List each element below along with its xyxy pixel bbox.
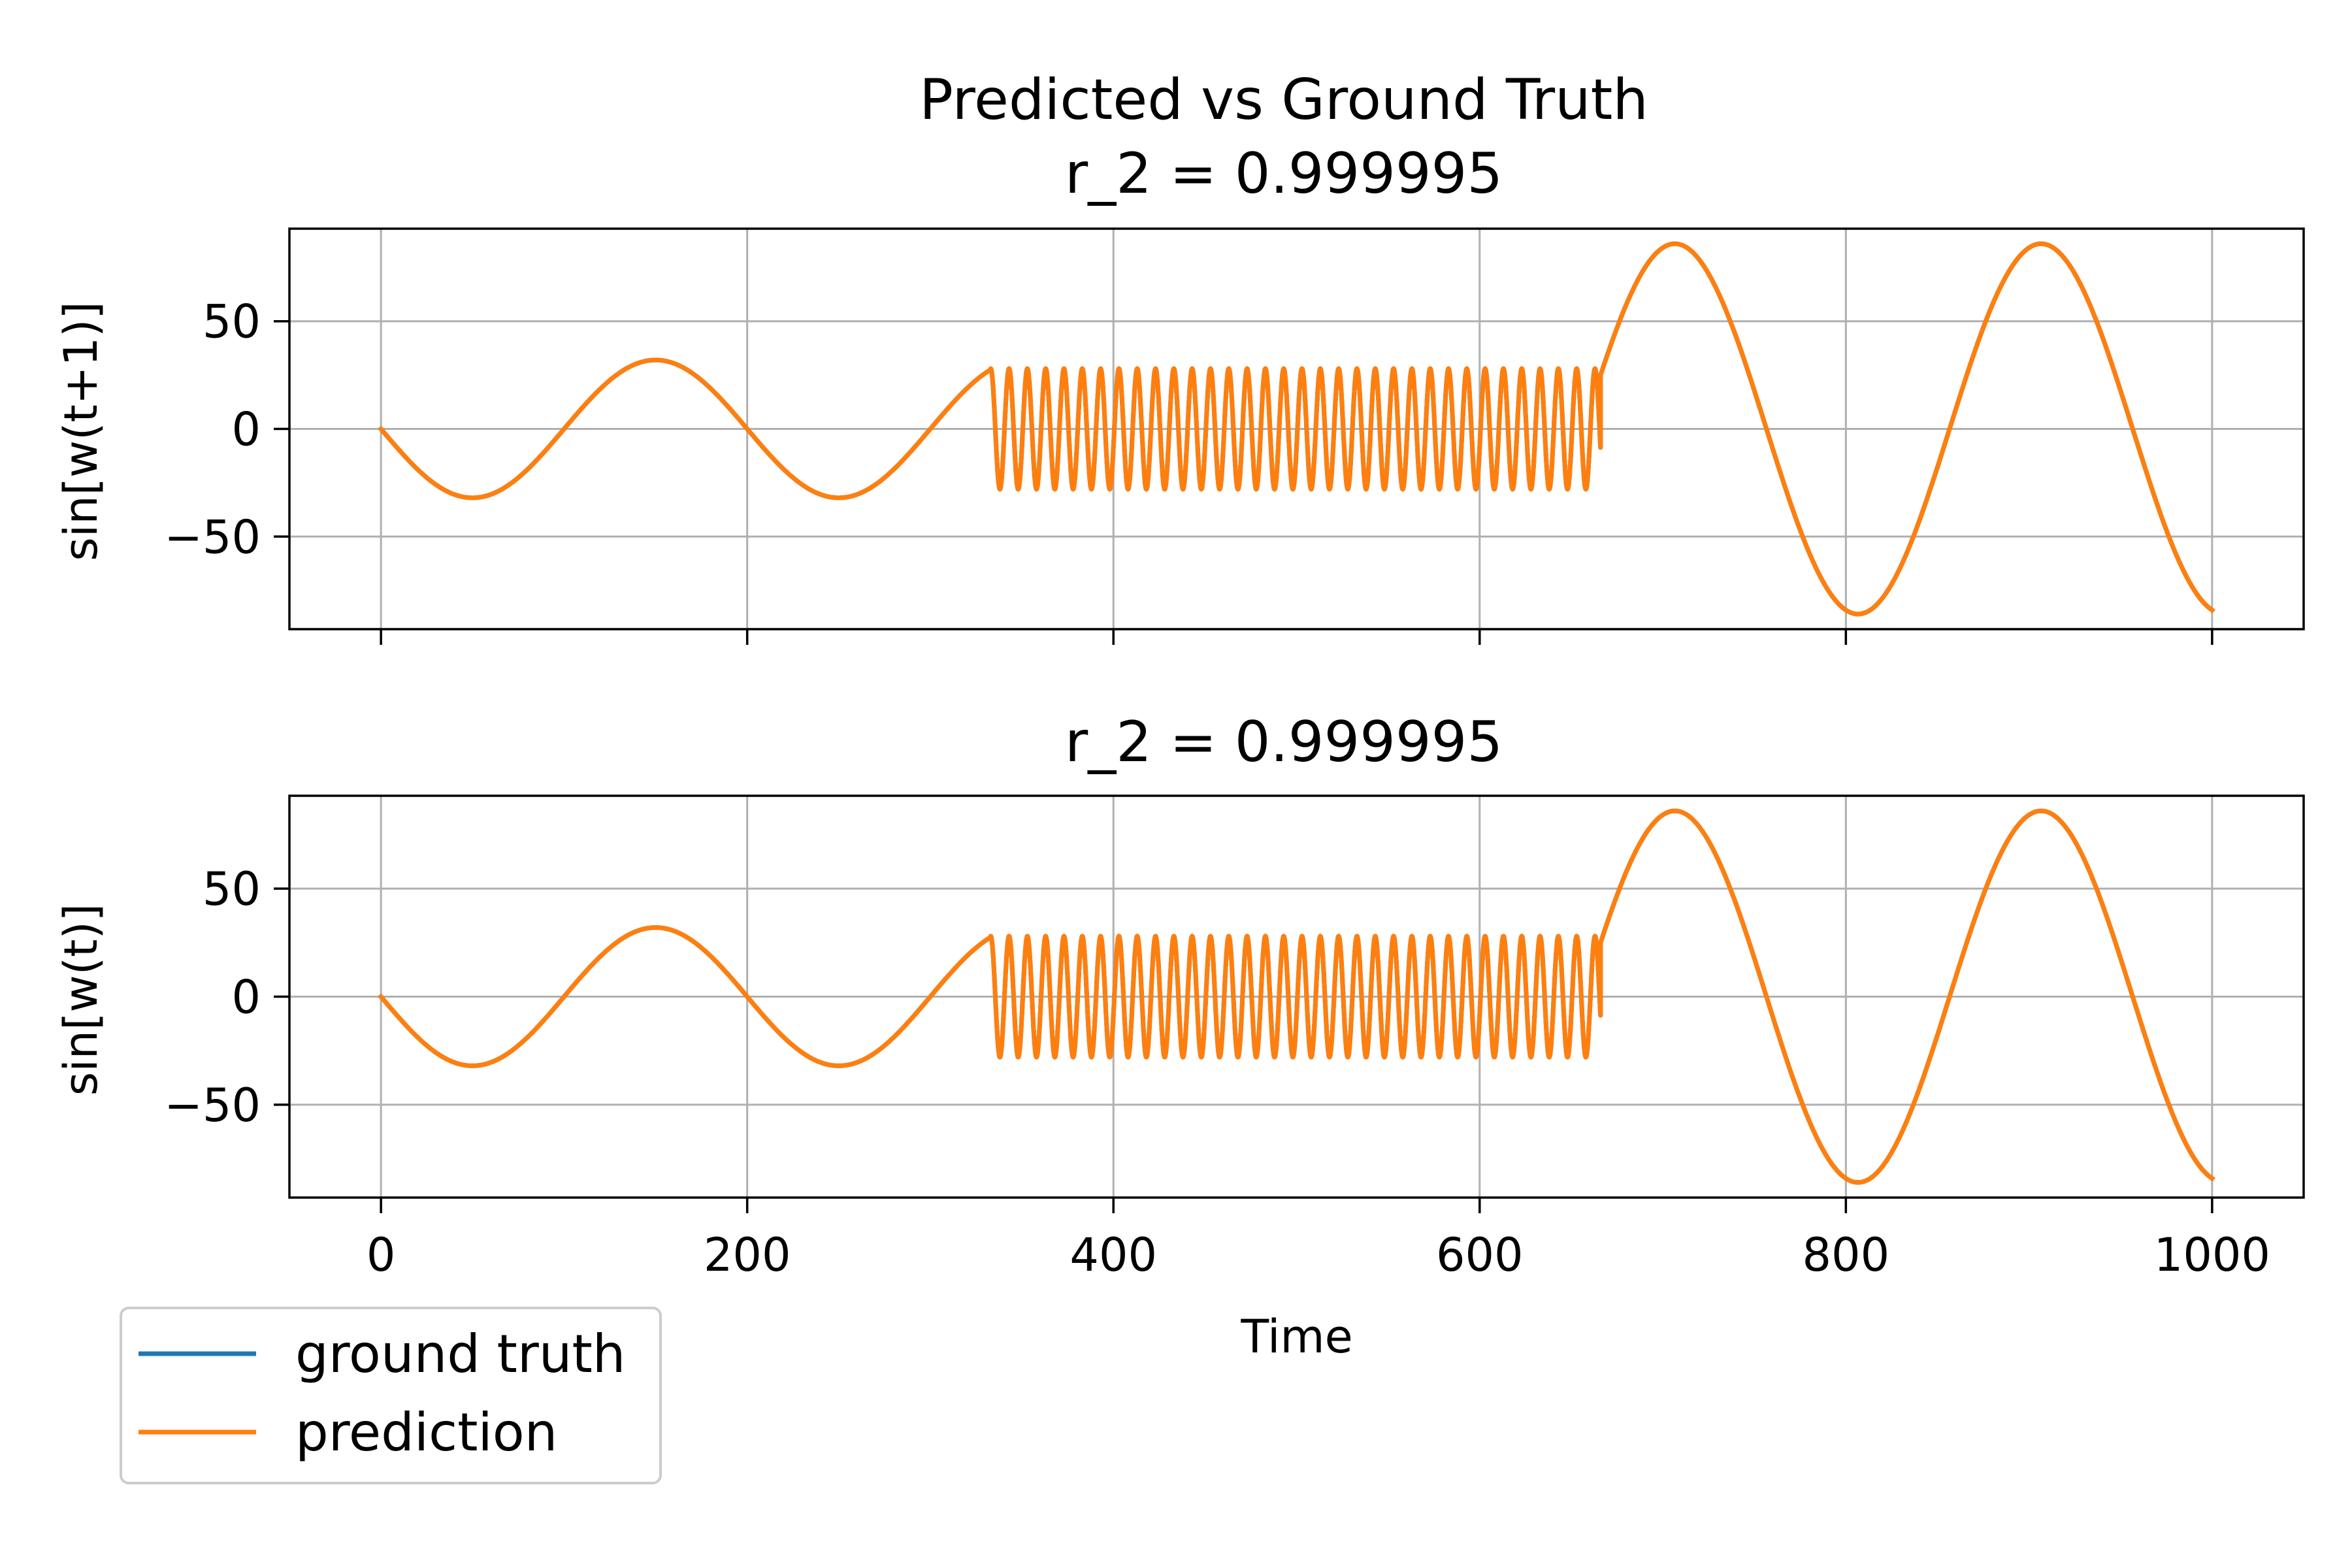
subplot-top-lines: [378, 241, 2215, 617]
y-tick-label: −50: [164, 510, 261, 564]
y-tick-label: 0: [231, 403, 261, 457]
series-line-prediction: [378, 241, 2215, 617]
x-tick-label: 400: [1070, 1228, 1157, 1282]
y-tick-label: 50: [203, 295, 261, 349]
x-tick-label: 200: [704, 1228, 791, 1282]
y-tick-label: −50: [164, 1079, 261, 1132]
series-line-prediction: [378, 808, 2215, 1185]
subplot-top-ylabel: sin[w(t+1)]: [54, 301, 108, 561]
subplot-bottom: r_2 = 0.999995 0 200 400 600 800 1000 −50 0 50 s…: [54, 710, 2305, 1282]
subplot-bottom-ticks: 0 200 400 600 800 1000 −50 0 50: [164, 862, 2270, 1282]
x-tick-label: 1000: [2154, 1228, 2270, 1282]
subplot-top-ticks: −50 0 50: [164, 295, 2213, 645]
y-tick-label: 50: [203, 862, 261, 916]
subplot-bottom-title: r_2 = 0.999995: [1065, 710, 1503, 775]
subplot-top-title: r_2 = 0.999995: [1065, 141, 1503, 206]
x-tick-label: 600: [1436, 1228, 1524, 1282]
x-tick-label: 800: [1803, 1228, 1890, 1282]
legend-label-ground-truth: ground truth: [295, 1324, 626, 1384]
y-tick-label: 0: [231, 971, 261, 1024]
x-axis-label: Time: [1240, 1310, 1352, 1364]
subplot-bottom-lines: [378, 808, 2215, 1185]
legend-label-prediction: prediction: [295, 1402, 557, 1463]
legend: ground truth prediction: [120, 1307, 662, 1484]
figure-suptitle: Predicted vs Ground Truth: [919, 67, 1648, 133]
subplot-top: r_2 = 0.999995 −50 0 50 sin[w(t+1)]: [54, 141, 2305, 645]
x-tick-label: 0: [367, 1228, 396, 1282]
subplot-bottom-ylabel: sin[w(t)]: [54, 904, 108, 1096]
